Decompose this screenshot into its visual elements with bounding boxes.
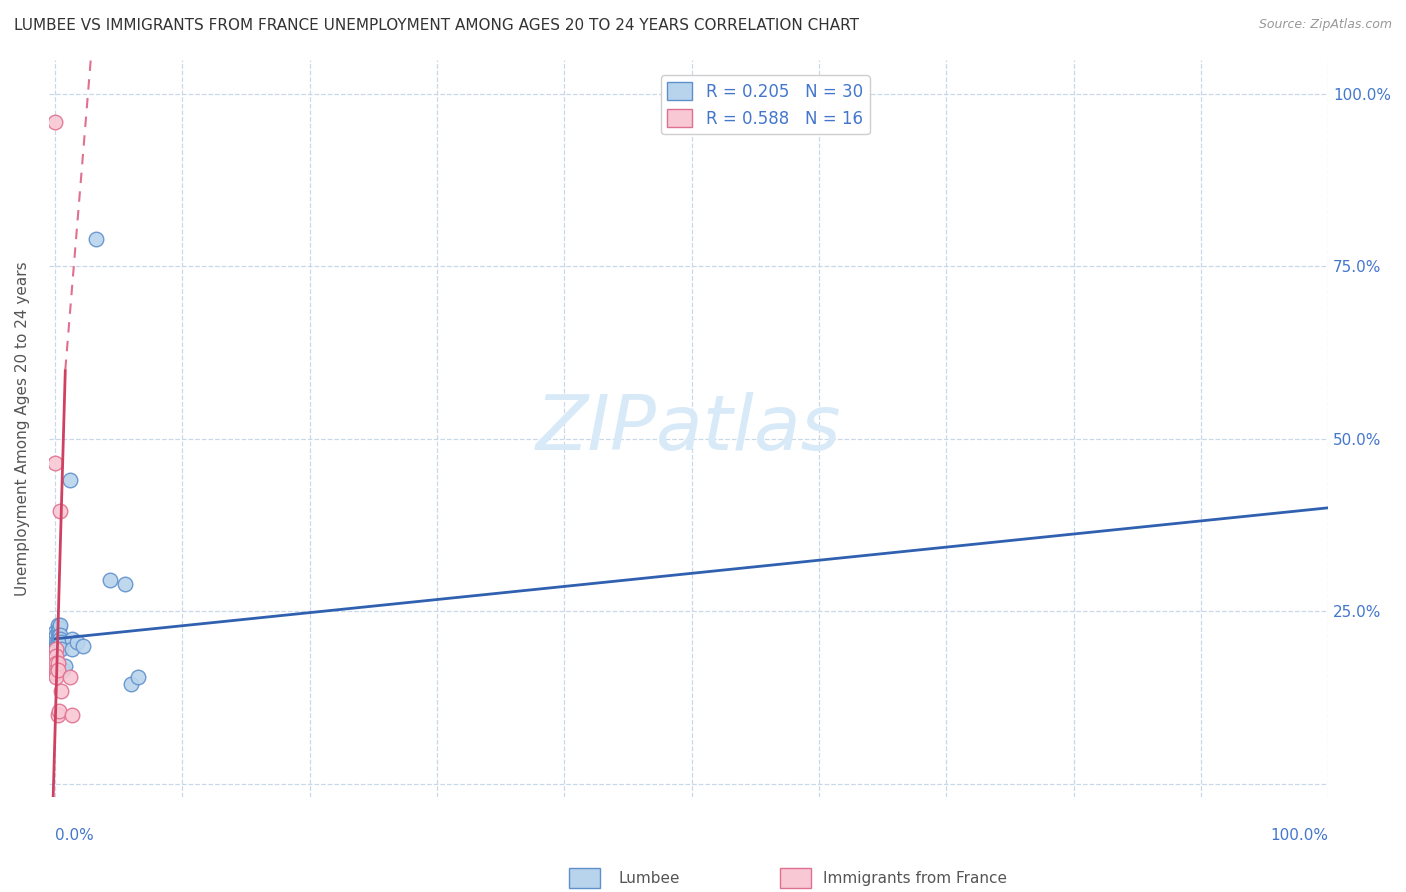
Text: LUMBEE VS IMMIGRANTS FROM FRANCE UNEMPLOYMENT AMONG AGES 20 TO 24 YEARS CORRELAT: LUMBEE VS IMMIGRANTS FROM FRANCE UNEMPLO… bbox=[14, 18, 859, 33]
Point bbox=[48, 642, 70, 657]
Point bbox=[46, 707, 69, 722]
Point bbox=[46, 635, 69, 649]
Text: Immigrants from France: Immigrants from France bbox=[823, 871, 1007, 886]
Point bbox=[59, 670, 82, 684]
Point bbox=[49, 632, 72, 646]
Text: 0.0%: 0.0% bbox=[55, 829, 94, 844]
Point bbox=[45, 666, 67, 681]
Point bbox=[49, 504, 72, 518]
Point bbox=[45, 663, 67, 677]
Point bbox=[84, 232, 107, 246]
Point bbox=[44, 456, 66, 470]
Point bbox=[127, 670, 149, 684]
Point bbox=[45, 642, 67, 657]
Point bbox=[48, 704, 70, 718]
Point bbox=[45, 670, 67, 684]
Point bbox=[48, 622, 70, 636]
Point bbox=[49, 628, 72, 642]
Point bbox=[66, 635, 89, 649]
Point bbox=[121, 676, 143, 690]
Point bbox=[45, 639, 67, 653]
Point bbox=[114, 576, 136, 591]
Point bbox=[52, 663, 75, 677]
Text: ZIPatlas: ZIPatlas bbox=[536, 392, 841, 466]
Point bbox=[46, 656, 69, 670]
Point bbox=[60, 707, 83, 722]
Point bbox=[48, 628, 70, 642]
Point bbox=[51, 683, 73, 698]
Point bbox=[46, 618, 69, 632]
Point bbox=[45, 628, 67, 642]
Point bbox=[49, 618, 72, 632]
Text: 100.0%: 100.0% bbox=[1270, 829, 1329, 844]
Point bbox=[60, 642, 83, 657]
Point bbox=[51, 642, 73, 657]
Point bbox=[59, 473, 82, 487]
Point bbox=[72, 639, 94, 653]
Point bbox=[60, 632, 83, 646]
Text: Source: ZipAtlas.com: Source: ZipAtlas.com bbox=[1258, 18, 1392, 31]
Point bbox=[44, 624, 66, 639]
Point bbox=[46, 632, 69, 646]
Point bbox=[53, 659, 76, 673]
Point bbox=[45, 649, 67, 664]
Point bbox=[48, 635, 70, 649]
Point bbox=[98, 573, 121, 587]
Point bbox=[45, 642, 67, 657]
Point bbox=[51, 635, 73, 649]
Legend: R = 0.205   N = 30, R = 0.588   N = 16: R = 0.205 N = 30, R = 0.588 N = 16 bbox=[661, 75, 869, 135]
Point bbox=[46, 663, 69, 677]
Point bbox=[45, 656, 67, 670]
Point bbox=[45, 635, 67, 649]
Text: Lumbee: Lumbee bbox=[619, 871, 681, 886]
Point bbox=[46, 624, 69, 639]
Y-axis label: Unemployment Among Ages 20 to 24 years: Unemployment Among Ages 20 to 24 years bbox=[15, 261, 30, 596]
Point bbox=[44, 114, 66, 128]
